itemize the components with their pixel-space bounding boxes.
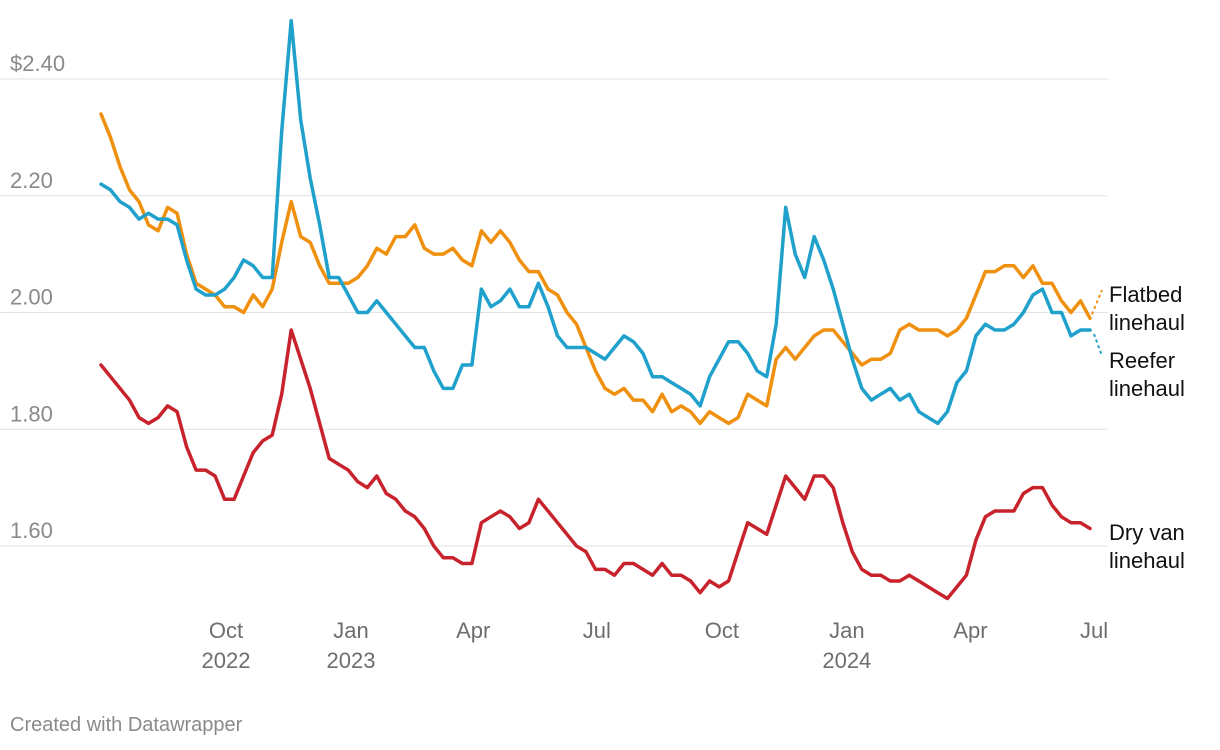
x-tick-label: Jul (1080, 618, 1108, 643)
series-lines (99, 18, 1092, 601)
x-tick-year-label: 2022 (202, 648, 251, 673)
y-tick-label: 1.60 (10, 518, 53, 543)
x-tick-label: Apr (456, 618, 490, 643)
credit-text: Created with Datawrapper (10, 714, 243, 736)
series-labels: Flatbed linehaul Reefer linehaul Dry van line… (1091, 282, 1185, 573)
x-tick-label: Jan (333, 618, 368, 643)
x-tick-year-label: 2024 (822, 648, 871, 673)
x-tick-label: Oct (705, 618, 739, 643)
series-label: linehaul (1109, 310, 1185, 335)
line-chart: 1.60 1.80 2.00 2.20 $2.40 Oct 2022 Jan 2023 Apr J… (0, 18, 1185, 673)
series-line (99, 112, 1092, 426)
series-label: Flatbed (1109, 282, 1182, 307)
x-tick-label: Oct (209, 618, 243, 643)
y-tick-label: 2.00 (10, 285, 53, 310)
x-tick-label: Jan (829, 618, 864, 643)
reefer-leader-line (1093, 333, 1103, 357)
series-label: Dry van (1109, 520, 1185, 545)
series-label: linehaul (1109, 548, 1185, 573)
gridlines (0, 78, 1108, 547)
series-line (99, 18, 1092, 426)
x-axis: Oct 2022 Jan 2023 Apr Jul Oct Jan 2024 Apr Jul (202, 618, 1109, 673)
flatbed-leader-line (1091, 289, 1103, 315)
y-tick-label: 2.20 (10, 168, 53, 193)
series-line (99, 328, 1092, 601)
y-axis: 1.60 1.80 2.00 2.20 $2.40 (10, 51, 65, 543)
x-tick-label: Apr (953, 618, 987, 643)
series-label: linehaul (1109, 376, 1185, 401)
y-tick-label: $2.40 (10, 51, 65, 76)
x-tick-label: Jul (583, 618, 611, 643)
y-tick-label: 1.80 (10, 401, 53, 426)
series-label: Reefer (1109, 348, 1175, 373)
x-tick-year-label: 2023 (326, 648, 375, 673)
